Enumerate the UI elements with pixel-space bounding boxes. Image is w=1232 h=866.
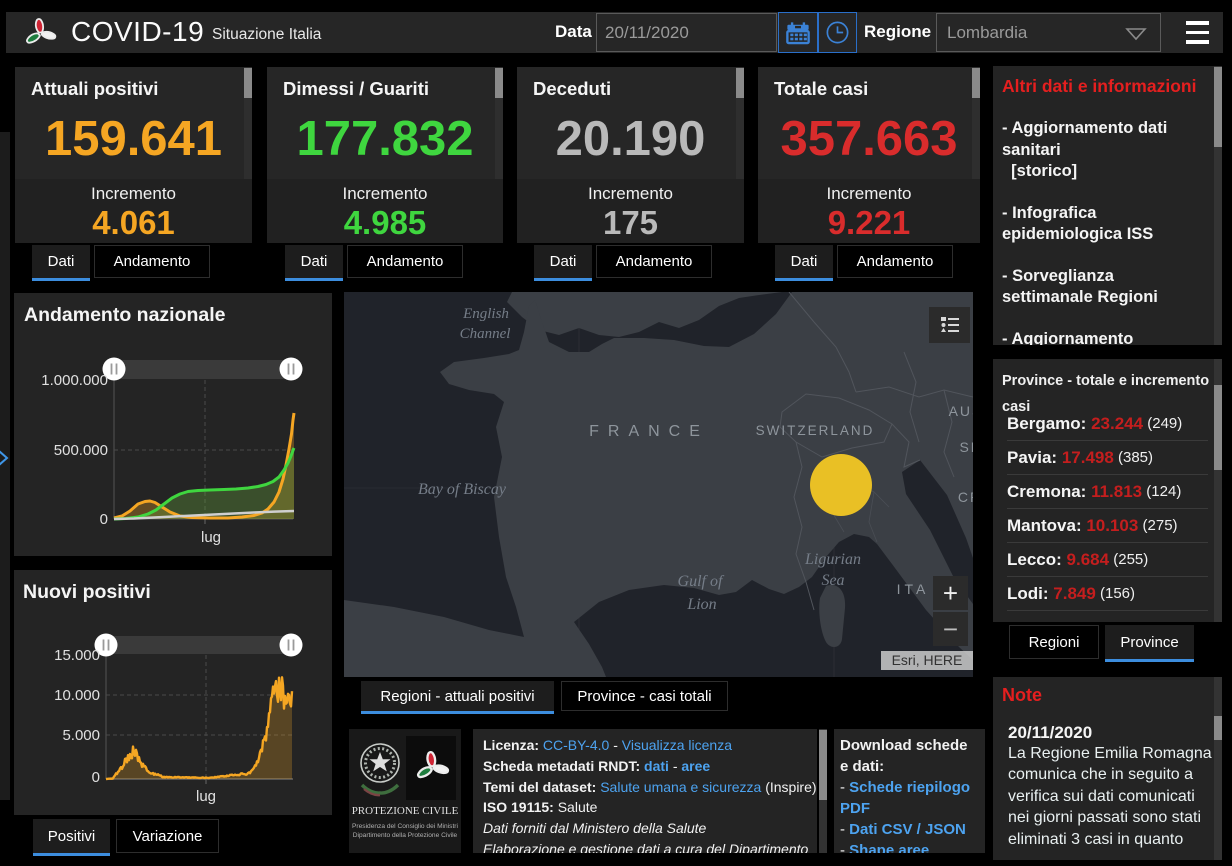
svg-text:Gulf of: Gulf of	[678, 573, 725, 590]
svg-text:1.000.000: 1.000.000	[41, 372, 108, 389]
svg-text:Bay of Biscay: Bay of Biscay	[418, 481, 507, 498]
svg-text:Lion: Lion	[686, 596, 716, 613]
svg-text:lug: lug	[196, 788, 216, 805]
svg-text:SL: SL	[959, 439, 973, 455]
svg-text:Ligurian: Ligurian	[804, 551, 861, 568]
svg-text:ITA: ITA	[897, 581, 930, 597]
svg-text:FRANCE: FRANCE	[589, 423, 709, 440]
svg-text:Sea: Sea	[821, 572, 844, 589]
svg-text:0: 0	[92, 769, 100, 786]
svg-text:Channel: Channel	[460, 326, 511, 342]
svg-text:AUS: AUS	[949, 403, 973, 419]
svg-text:10.000: 10.000	[54, 687, 100, 704]
svg-text:SWITZERLAND: SWITZERLAND	[756, 423, 875, 438]
svg-text:CR: CR	[958, 489, 973, 505]
svg-text:15.000: 15.000	[54, 647, 100, 664]
svg-text:English: English	[462, 306, 509, 322]
svg-text:0: 0	[100, 511, 108, 528]
svg-text:lug: lug	[201, 529, 221, 546]
svg-text:500.000: 500.000	[54, 442, 108, 459]
svg-text:5.000: 5.000	[62, 727, 100, 744]
